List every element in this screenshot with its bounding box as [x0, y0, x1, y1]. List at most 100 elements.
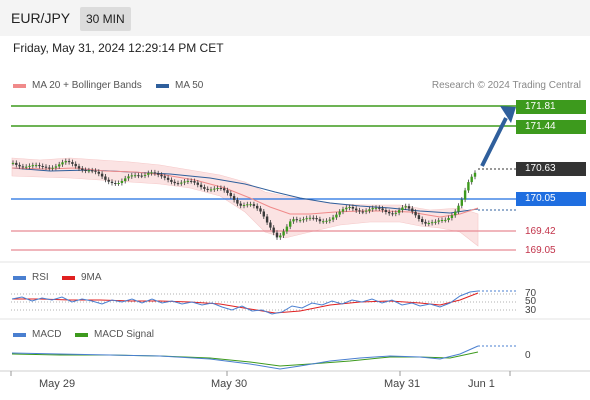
macd-swatch-icon: [13, 332, 26, 337]
candle-body: [133, 175, 137, 177]
candle-body: [404, 206, 407, 208]
legend-rsi: RSI: [13, 272, 49, 283]
candle-body: [48, 167, 51, 169]
candle-body: [256, 205, 259, 209]
candle-body: [374, 207, 378, 209]
candle-body: [120, 181, 124, 183]
resistance-1-tag: 171.44: [516, 120, 586, 134]
candle-body: [140, 175, 143, 177]
candle-body: [394, 212, 397, 214]
candle-body: [358, 210, 361, 212]
candle-body: [444, 219, 447, 221]
candle-body: [87, 170, 91, 172]
ma50-swatch-icon: [156, 83, 169, 88]
candle-body: [259, 208, 262, 212]
candle-body: [371, 208, 374, 210]
candle-body: [100, 173, 104, 177]
date-label-jun1: Jun 1: [468, 378, 495, 390]
timeframe-badge[interactable]: 30 MIN: [80, 7, 131, 31]
candle-body: [414, 211, 417, 216]
candle-body: [229, 193, 232, 197]
candle-body: [114, 183, 117, 184]
candle-body: [203, 187, 206, 189]
candle-body: [427, 223, 430, 224]
rsi-line: [11, 290, 479, 315]
candle-body: [232, 196, 236, 200]
candle-body: [450, 215, 454, 218]
legend-rsi-ma-label: 9MA: [81, 272, 102, 283]
candle-body: [417, 215, 421, 219]
candle-body: [170, 179, 173, 182]
candle-body: [94, 170, 97, 172]
candle-body: [430, 222, 434, 224]
candle-body: [470, 176, 473, 183]
candle-body: [282, 231, 285, 236]
candle-body: [196, 182, 199, 185]
candle-body: [153, 172, 157, 174]
legend-ma50-label: MA 50: [175, 80, 204, 91]
candle-body: [160, 174, 163, 177]
rsi-ma-line: [12, 292, 479, 314]
candle-body: [447, 218, 450, 220]
candle-body: [117, 183, 120, 184]
candle-body: [460, 199, 463, 206]
legend-ma50: MA 50: [156, 80, 203, 91]
date-label-may30: May 30: [211, 378, 248, 390]
candle-body: [381, 208, 384, 211]
copyright-text: Research © 2024 Trading Central: [431, 80, 581, 91]
candle-body: [249, 204, 252, 206]
candle-body: [292, 219, 295, 222]
candle-body: [157, 173, 160, 175]
candle-body: [180, 182, 183, 184]
candle-body: [34, 165, 38, 167]
legend-ma20-label: MA 20 + Bollinger Bands: [32, 80, 142, 91]
candle-body: [312, 217, 315, 219]
candle-body: [61, 162, 64, 165]
candle-body: [289, 221, 292, 227]
candle-body: [440, 220, 444, 221]
candle-body: [71, 162, 74, 164]
support-2-tag: 169.05: [525, 245, 556, 256]
candle-body: [454, 211, 457, 216]
candle-body: [341, 209, 345, 212]
candle-body: [338, 211, 341, 215]
candle-body: [275, 232, 279, 238]
ma20-swatch-icon: [13, 83, 26, 88]
candle-body: [322, 221, 325, 223]
ma20-line: [11, 167, 479, 218]
candle-body: [28, 165, 31, 167]
candle-body: [302, 219, 305, 221]
candle-body: [15, 162, 18, 165]
candle-body: [54, 166, 58, 168]
candle-body: [183, 181, 186, 183]
macd-signal-swatch-icon: [75, 332, 88, 337]
macd-zero-label: 0: [525, 350, 531, 361]
forecast-arrow-shaft: [480, 117, 508, 167]
last-price-tag: 170.63: [516, 162, 586, 176]
candle-body: [262, 211, 265, 217]
candle-body: [81, 168, 84, 171]
forecast-arrow-head: [500, 106, 516, 123]
legend-ma20: MA 20 + Bollinger Bands: [13, 80, 142, 91]
resistance-2-tag: 171.81: [516, 100, 586, 114]
candle-body: [193, 181, 196, 183]
legend-macd-label: MACD: [32, 329, 62, 340]
rsi-level-30-label: 30: [525, 305, 537, 316]
candle-body: [279, 235, 282, 238]
candle-body: [401, 207, 404, 211]
candle-body: [265, 216, 269, 223]
candle-body: [355, 208, 358, 211]
candle-body: [434, 221, 437, 223]
candle-body: [269, 222, 272, 228]
candle-body: [236, 200, 239, 204]
candle-body: [242, 205, 246, 206]
candle-body: [397, 210, 401, 213]
chart-header: EUR/JPY 30 MIN: [0, 0, 590, 36]
legend-macd-signal-label: MACD Signal: [94, 329, 155, 340]
candle-body: [318, 219, 322, 222]
legend-rsi-label: RSI: [32, 272, 49, 283]
candle-body: [21, 166, 25, 168]
candle-body: [325, 220, 328, 222]
candle-body: [239, 203, 242, 206]
